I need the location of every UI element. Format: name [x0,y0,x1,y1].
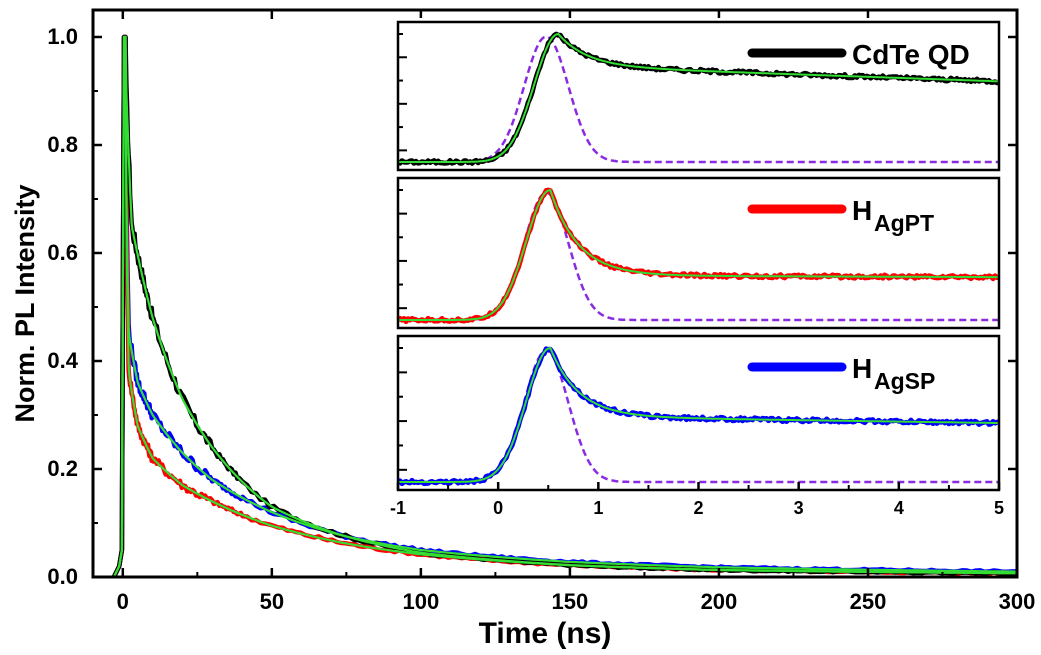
inset-legend-label: CdTe QD [852,39,970,70]
main-curves [111,34,1017,578]
inset-legend-label: H [852,353,872,384]
x-tick-label: 300 [999,589,1036,614]
x-axis-title: Time (ns) [479,617,612,650]
x-tick-label: 200 [701,589,738,614]
inset-x-tick-label: 0 [493,498,503,518]
inset-x-tick-label: 5 [994,498,1004,518]
x-tick-label: 50 [260,589,284,614]
inset-panel-frame [396,176,1001,330]
inset-x-tick-label: -1 [390,498,406,518]
inset-x-tick-label: 1 [593,498,603,518]
inset-panel-1: CdTe QD [396,20,1001,172]
main-frame [91,8,1019,579]
y-tick-label: 0.6 [47,240,78,265]
x-tick-label: 100 [403,589,440,614]
inset-fit-curve [398,32,1000,163]
main-fit-h-agsp [112,35,1017,578]
inset-x-tick-label: 2 [693,498,703,518]
x-tick-label: 150 [552,589,589,614]
inset-x-tick-label: 4 [894,498,904,518]
main-fit-h-agpt [112,35,1017,578]
inset-background [395,18,1002,494]
y-tick-label: 0.4 [47,348,78,373]
x-tick-label: 250 [850,589,887,614]
main-plot: 0 50 100 150 200 250 3000.00.20.40.60.81.0Time… [10,8,1036,650]
inset-fit-curve [398,346,999,483]
y-tick-label: 0.8 [47,132,78,157]
inset-irf-curve [398,35,999,164]
inset-legend-subscript: AgSP [874,368,935,394]
inset-legend-subscript: AgPT [874,210,934,236]
inset-x-tick-label: 3 [794,498,804,518]
inset-panel-frame [396,20,1001,172]
inset-fit-curve [398,188,999,321]
y-tick-label: 0.0 [47,564,78,589]
y-tick-label: 1.0 [47,24,78,49]
y-axis-title: Norm. PL Intensity [10,184,40,422]
inset-panel-2: H AgPT [396,176,1001,330]
inset-legend-label: H [852,195,872,226]
x-tick-label: 0 [117,589,129,614]
y-tick-label: 0.2 [47,456,78,481]
